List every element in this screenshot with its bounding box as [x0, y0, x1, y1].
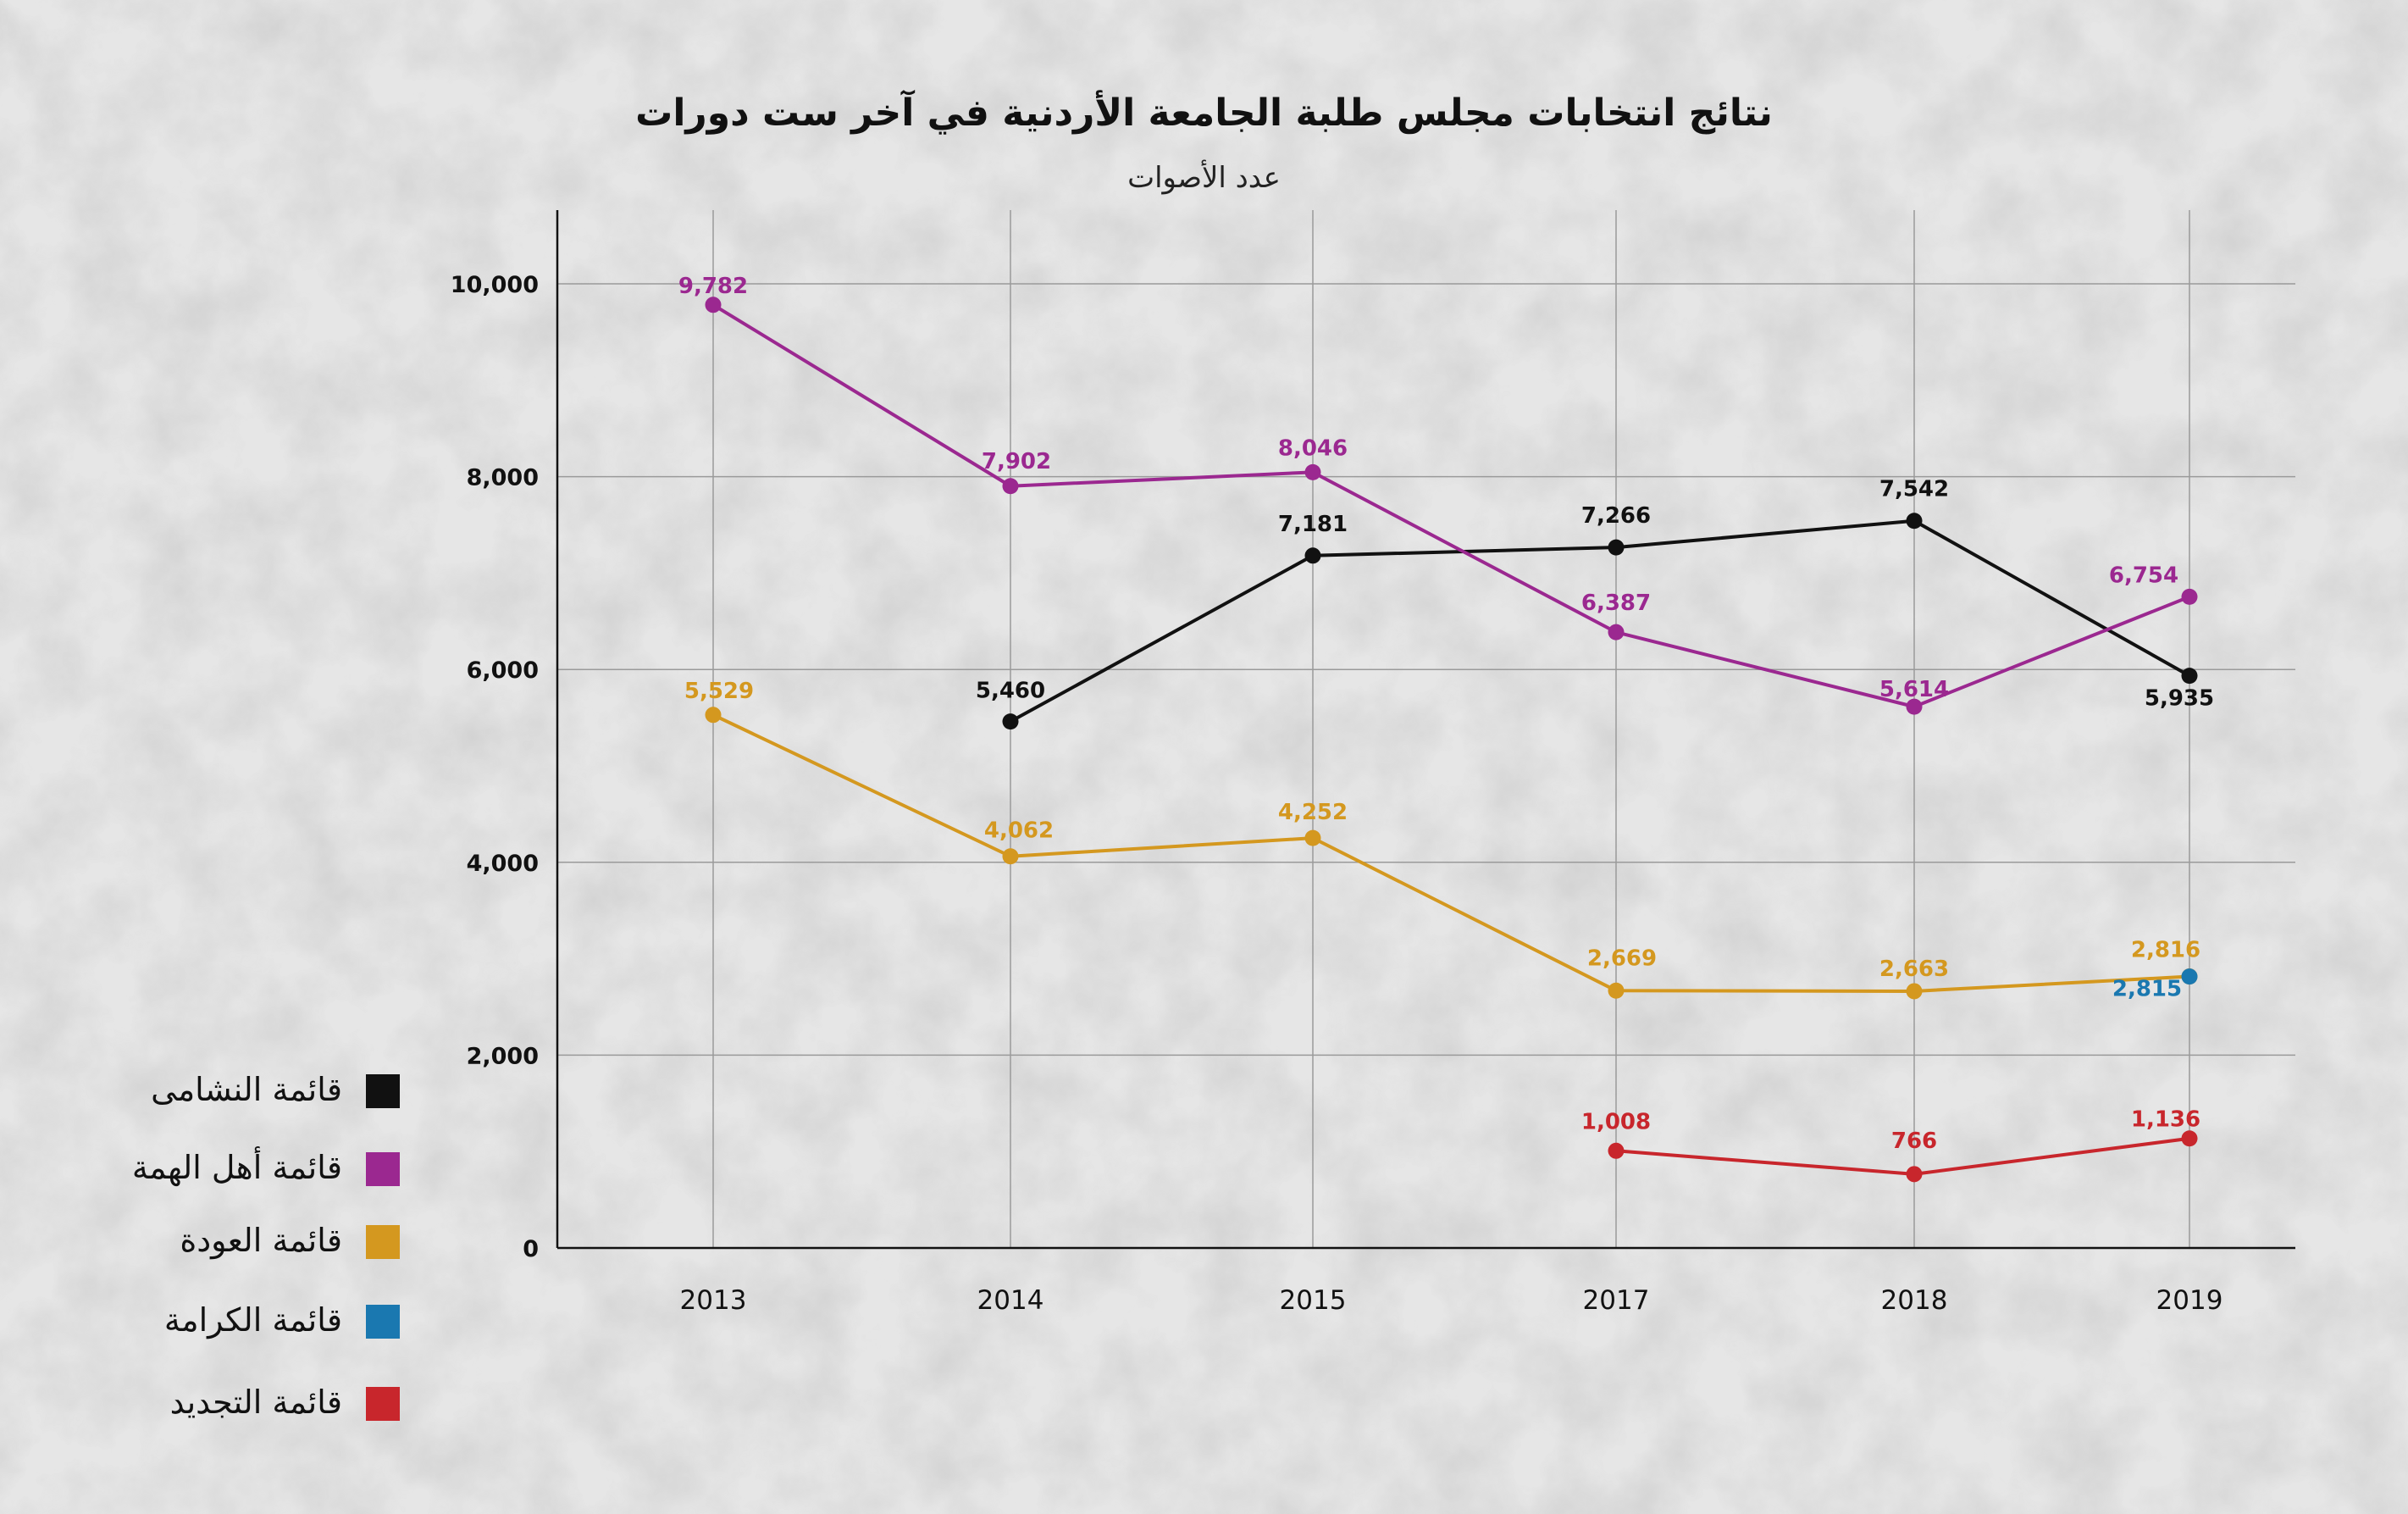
data-label: 2,815: [2112, 977, 2182, 1002]
series-lines: [705, 297, 2198, 1183]
data-labels: 5,460 7,181 7,266 7,542 5,935 9,782 7,902 8,046…: [678, 274, 2214, 1154]
data-point: [1608, 624, 1625, 641]
data-label: 5,935: [2145, 686, 2214, 712]
data-point: [1002, 478, 1019, 495]
x-tick-label: 2015: [1280, 1285, 1347, 1316]
legend-swatch: [366, 1074, 400, 1108]
data-point: [1304, 829, 1321, 846]
data-label: 2,663: [1879, 957, 1949, 982]
data-label: 2,669: [1587, 946, 1657, 971]
data-point: [2181, 668, 2198, 685]
legend-label: قائمة النشامى: [151, 1071, 342, 1108]
data-label: 6,387: [1581, 591, 1651, 616]
data-label: 5,460: [976, 679, 1045, 704]
y-axis-label: عدد الأصوات: [1127, 161, 1281, 195]
legend-label: قائمة التجديد: [169, 1384, 342, 1421]
y-tick-label: 8,000: [467, 465, 539, 491]
data-label: 1,136: [2131, 1107, 2200, 1133]
data-point: [1906, 513, 1923, 530]
x-tick-label: 2017: [1583, 1285, 1650, 1316]
grid-lines: [557, 210, 2295, 1248]
axes: 0 2,000 4,000 6,000 8,000 10,000 2013 2014 2015 2…: [451, 210, 2295, 1316]
data-label: 766: [1891, 1129, 1937, 1154]
data-point: [1002, 713, 1019, 730]
data-point: [1304, 547, 1321, 564]
data-point: [1906, 983, 1923, 1000]
legend-label: قائمة العودة: [180, 1222, 342, 1259]
data-label: 4,062: [984, 818, 1054, 844]
data-label: 5,614: [1879, 677, 1949, 702]
data-point: [1906, 698, 1923, 715]
legend-swatch: [366, 1225, 400, 1259]
data-point: [1304, 463, 1321, 480]
data-point: [2181, 968, 2198, 985]
data-label: 7,902: [982, 449, 1051, 474]
legend-label: قائمة الكرامة: [163, 1301, 342, 1339]
series-line: [712, 713, 2190, 993]
data-point: [1608, 1142, 1625, 1159]
data-label: 4,252: [1278, 800, 1348, 825]
legend-item: قائمة النشامى: [34, 1066, 400, 1117]
legend-swatch: [366, 1387, 400, 1421]
data-label: 9,782: [678, 274, 748, 299]
legend-swatch: [366, 1305, 400, 1339]
data-label: 6,754: [2109, 563, 2178, 588]
legend-item: قائمة الكرامة: [34, 1296, 400, 1347]
data-point: [705, 297, 722, 313]
series-line: [711, 303, 2190, 709]
data-label: 1,008: [1581, 1109, 1651, 1134]
data-label: 5,529: [684, 679, 754, 704]
data-label: 7,266: [1581, 503, 1651, 529]
x-tick-label: 2019: [2156, 1285, 2223, 1316]
data-label: 7,542: [1879, 477, 1949, 502]
chart-title: نتائج انتخابات مجلس طلبة الجامعة الأردني…: [635, 92, 1773, 135]
legend-item: قائمة العودة: [34, 1217, 400, 1267]
data-label: 2,816: [2131, 938, 2200, 963]
legend-item: قائمة أهل الهمة: [34, 1144, 400, 1195]
x-tick-label: 2013: [680, 1285, 747, 1316]
y-tick-label: 0: [523, 1236, 539, 1262]
x-tick-label: 2014: [977, 1285, 1044, 1316]
y-tick-label: 6,000: [467, 657, 539, 684]
data-label: 7,181: [1278, 512, 1348, 537]
y-tick-label: 10,000: [451, 272, 539, 298]
legend-swatch: [366, 1152, 400, 1186]
x-tick-label: 2018: [1881, 1285, 1948, 1316]
data-point: [2181, 588, 2198, 605]
legend-item: قائمة التجديد: [34, 1378, 400, 1429]
data-point: [1906, 1166, 1923, 1183]
data-point: [1608, 539, 1625, 556]
data-point: [1608, 982, 1625, 999]
y-tick-label: 2,000: [467, 1043, 539, 1069]
series-line: [1010, 519, 2190, 724]
data-label: 8,046: [1278, 435, 1348, 461]
legend-label: قائمة أهل الهمة: [131, 1149, 342, 1186]
y-tick-label: 4,000: [467, 851, 539, 877]
data-point: [705, 707, 722, 724]
data-point: [1002, 848, 1019, 865]
data-point: [2181, 1130, 2198, 1147]
